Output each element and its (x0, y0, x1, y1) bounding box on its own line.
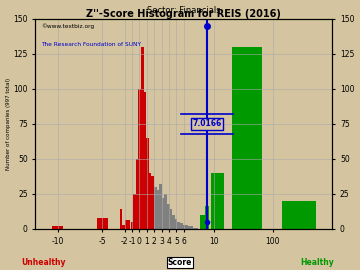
Bar (122, 225, 125, 229)
Bar (146, 138, 149, 229)
Bar (149, 173, 152, 229)
Bar (131, 222, 133, 229)
Bar (139, 89, 141, 229)
Bar (190, 226, 193, 229)
Bar (136, 159, 139, 229)
Bar (120, 209, 122, 229)
Bar (177, 222, 180, 229)
Text: Healthy: Healthy (300, 258, 334, 267)
Text: Unhealthy: Unhealthy (21, 258, 66, 267)
Y-axis label: Number of companies (997 total): Number of companies (997 total) (5, 78, 10, 170)
Text: Score: Score (168, 258, 192, 267)
Text: 7.0166: 7.0166 (192, 119, 221, 128)
Text: ©www.textbiz.org: ©www.textbiz.org (41, 23, 95, 29)
Bar (211, 173, 224, 229)
Bar (152, 176, 154, 229)
Bar (128, 221, 130, 229)
Bar (180, 223, 183, 229)
Bar (185, 225, 188, 229)
Bar (154, 187, 157, 229)
Bar (159, 184, 162, 229)
Bar (165, 194, 167, 229)
Bar (193, 228, 195, 229)
Bar (188, 226, 190, 229)
Bar (133, 194, 136, 229)
Bar (195, 228, 198, 229)
Bar (170, 209, 172, 229)
Bar (183, 225, 185, 229)
Title: Z''-Score Histogram for REIS (2016): Z''-Score Histogram for REIS (2016) (86, 9, 281, 19)
Bar (125, 221, 128, 229)
Bar (167, 204, 170, 229)
Bar (157, 190, 159, 229)
Bar (144, 92, 146, 229)
Bar (52, 226, 63, 229)
Bar (205, 207, 209, 229)
Bar (141, 47, 144, 229)
Text: The Research Foundation of SUNY: The Research Foundation of SUNY (41, 42, 141, 47)
Bar (162, 198, 165, 229)
Bar (97, 218, 108, 229)
Bar (175, 219, 177, 229)
Bar (172, 215, 175, 229)
Bar (282, 201, 316, 229)
Bar (232, 47, 262, 229)
Bar (200, 215, 205, 229)
Text: Sector: Financials: Sector: Financials (147, 5, 221, 15)
